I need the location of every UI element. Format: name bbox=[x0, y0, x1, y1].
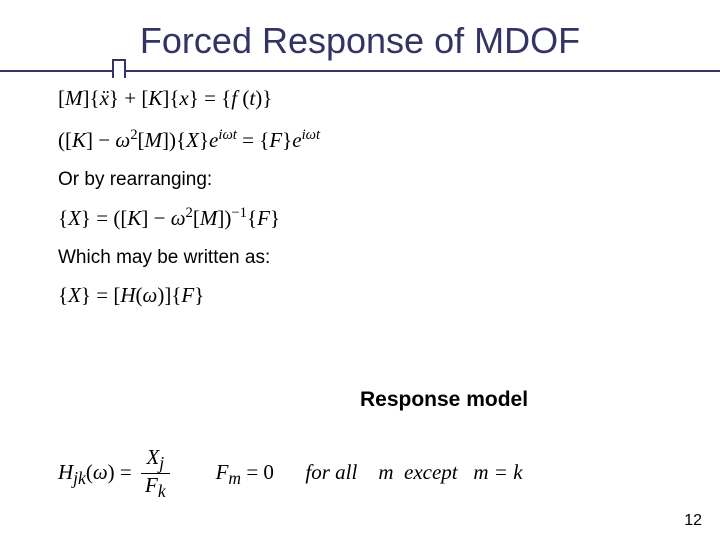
eq5-Fm: F bbox=[216, 460, 229, 484]
eq5-mk: m = k bbox=[473, 460, 522, 484]
eq5-num-j: j bbox=[159, 453, 164, 473]
text-written-as: Which may be written as: bbox=[58, 247, 662, 269]
eq5-H: H bbox=[58, 460, 73, 484]
slide-title: Forced Response of MDOF bbox=[0, 20, 720, 62]
eq2-sup3: iωt bbox=[302, 127, 321, 143]
content-area: [M]{ẍ} + [K]{x} = {f (t)} ([K] − ω2[M]){… bbox=[0, 86, 720, 308]
equation-5: Hjk(ω) = Xj Fk Fm = 0 for all m except m… bbox=[58, 446, 523, 502]
title-tab-decoration bbox=[112, 59, 126, 78]
eq5-num-X: X bbox=[146, 445, 159, 469]
response-model-label: Response model bbox=[360, 388, 528, 412]
eq5-fraction: Xj Fk bbox=[141, 446, 170, 502]
eq5-m2: m bbox=[378, 460, 393, 484]
title-rule bbox=[0, 70, 720, 72]
eq5-forall: for all bbox=[305, 460, 357, 484]
equation-3: {X} = ([K] − ω2[M])−1{F} bbox=[58, 205, 662, 231]
equation-1: [M]{ẍ} + [K]{x} = {f (t)} bbox=[58, 86, 662, 111]
equation-2: ([K] − ω2[M]){X}eiωt = {F}eiωt bbox=[58, 127, 662, 153]
eq5-den-F: F bbox=[145, 473, 158, 497]
slide: Forced Response of MDOF [M]{ẍ} + [K]{x} … bbox=[0, 0, 720, 540]
eq5-eq0: = 0 bbox=[241, 460, 274, 484]
eq5-den-k: k bbox=[158, 482, 166, 502]
eq3-sup1: 2 bbox=[186, 205, 193, 221]
eq5-jk: jk bbox=[73, 468, 86, 488]
eq2-sup1: 2 bbox=[130, 127, 137, 143]
eq5-except: except bbox=[404, 460, 458, 484]
eq2-sup2: iωt bbox=[218, 127, 237, 143]
eq5-m: m bbox=[228, 468, 241, 488]
page-number: 12 bbox=[684, 512, 702, 530]
eq3-sup2: −1 bbox=[231, 205, 247, 221]
text-rearranging: Or by rearranging: bbox=[58, 169, 662, 191]
equation-4: {X} = [H(ω)]{F} bbox=[58, 283, 662, 308]
